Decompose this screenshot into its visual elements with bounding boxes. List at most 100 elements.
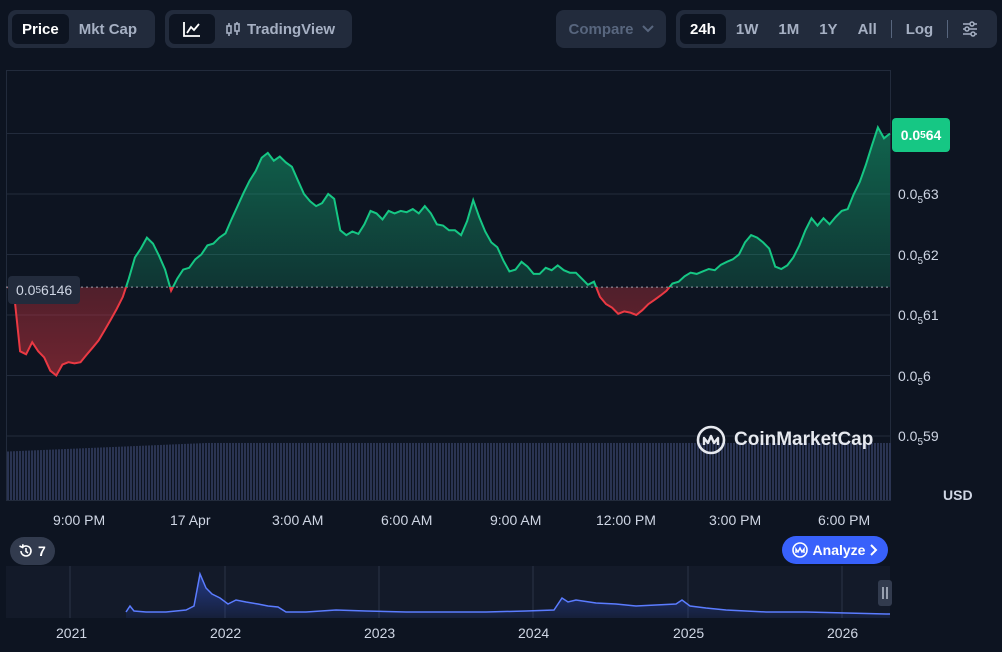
volume-bar: [298, 442, 300, 500]
current-price-tag: 0.0 5 64: [892, 118, 950, 152]
settings-button[interactable]: [952, 14, 988, 44]
range-1y[interactable]: 1Y: [819, 20, 838, 38]
volume-bar: [88, 448, 90, 500]
volume-bar: [310, 442, 312, 500]
volume-bar: [784, 442, 786, 500]
volume-bar: [835, 442, 837, 500]
volume-bar: [544, 442, 546, 500]
volume-bar: [22, 450, 24, 500]
volume-bar: [877, 442, 879, 500]
volume-bar: [760, 442, 762, 500]
volume-bar: [871, 442, 873, 500]
candlestick-icon: [226, 22, 240, 36]
volume-bar: [370, 442, 372, 500]
range-all[interactable]: All: [857, 20, 877, 38]
volume-bar: [550, 442, 552, 500]
volume-bar: [37, 450, 39, 500]
volume-bar: [295, 442, 297, 500]
volume-bar: [502, 442, 504, 500]
volume-bar: [106, 447, 108, 500]
current-price-zeros: 5: [920, 129, 926, 141]
volume-bar: [280, 442, 282, 500]
mktcap-tab[interactable]: Mkt Cap: [78, 20, 138, 38]
volume-bar: [880, 442, 882, 500]
tradingview-button[interactable]: TradingView: [215, 14, 345, 44]
volume-bar: [673, 442, 675, 500]
coinmarketcap-analyze-icon: [791, 542, 808, 558]
volume-bar: [166, 444, 168, 500]
analyze-button[interactable]: Analyze: [782, 536, 888, 564]
volume-bar: [229, 442, 231, 500]
volume-bar: [655, 442, 657, 500]
history-count: 7: [38, 543, 46, 559]
price-mktcap-toggle: Price Mkt Cap: [8, 10, 155, 48]
volume-bar: [610, 442, 612, 500]
volume-bar: [373, 442, 375, 500]
volume-bar: [652, 442, 654, 500]
log-toggle[interactable]: Log: [905, 20, 934, 38]
price-tab[interactable]: Price: [12, 14, 69, 44]
range-24h[interactable]: 24h: [680, 14, 726, 44]
analyze-label: Analyze: [812, 542, 866, 558]
volume-bar: [130, 446, 132, 500]
volume-bar: [568, 442, 570, 500]
navigator-handle[interactable]: [878, 580, 892, 606]
volume-bar: [820, 442, 822, 500]
volume-bar: [556, 442, 558, 500]
volume-bar: [511, 442, 513, 500]
price-chart[interactable]: [6, 70, 898, 502]
volume-bar: [790, 442, 792, 500]
navigator-year-label: 2023: [364, 625, 396, 641]
volume-bar: [661, 442, 663, 500]
range-1m[interactable]: 1M: [778, 20, 800, 38]
volume-bar: [520, 442, 522, 500]
volume-bar: [58, 449, 60, 500]
volume-bar: [379, 442, 381, 500]
volume-bar: [100, 447, 102, 500]
volume-bar: [754, 442, 756, 500]
volume-bar: [535, 442, 537, 500]
volume-bar: [505, 442, 507, 500]
volume-bar: [148, 445, 150, 500]
compare-dropdown[interactable]: Compare: [556, 10, 666, 48]
currency-label: USD: [943, 487, 973, 503]
price-area-down: [8, 287, 890, 376]
volume-bar: [460, 442, 462, 500]
volume-bar: [145, 445, 147, 500]
volume-bar: [691, 442, 693, 500]
volume-bar: [517, 442, 519, 500]
volume-bar: [121, 446, 123, 500]
timeline-navigator[interactable]: [6, 566, 898, 622]
volume-bar: [457, 442, 459, 500]
history-icon: [19, 544, 32, 557]
volume-bar: [139, 445, 141, 500]
volume-bar: [409, 442, 411, 500]
volume-bar: [832, 442, 834, 500]
volume-bar: [604, 442, 606, 500]
volume-bar: [619, 442, 621, 500]
y-axis-label: 0.0562: [898, 247, 939, 267]
volume-bar: [112, 446, 114, 500]
range-1w[interactable]: 1W: [735, 20, 759, 38]
volume-bar: [706, 442, 708, 500]
volume-bar: [445, 442, 447, 500]
volume-bar: [865, 442, 867, 500]
x-axis-label: 3:00 PM: [709, 512, 762, 528]
volume-bar: [436, 442, 438, 500]
volume-bar: [271, 442, 273, 500]
history-badge[interactable]: 7: [10, 537, 55, 565]
current-price-prefix: 0.0: [900, 127, 921, 143]
volume-bar: [562, 442, 564, 500]
volume-bar: [76, 448, 78, 500]
volume-bar: [847, 442, 849, 500]
volume-bar: [223, 442, 225, 500]
volume-bar: [91, 447, 93, 500]
volume-bar: [142, 445, 144, 500]
line-chart-button[interactable]: [169, 14, 215, 44]
volume-bar: [823, 442, 825, 500]
open-price-digits: 6146: [41, 282, 73, 298]
volume-bar: [781, 442, 783, 500]
range-toggle: 24h 1W 1M 1Y All Log: [676, 10, 997, 48]
navigator-year-label: 2024: [518, 625, 550, 641]
volume-bar: [205, 443, 207, 500]
